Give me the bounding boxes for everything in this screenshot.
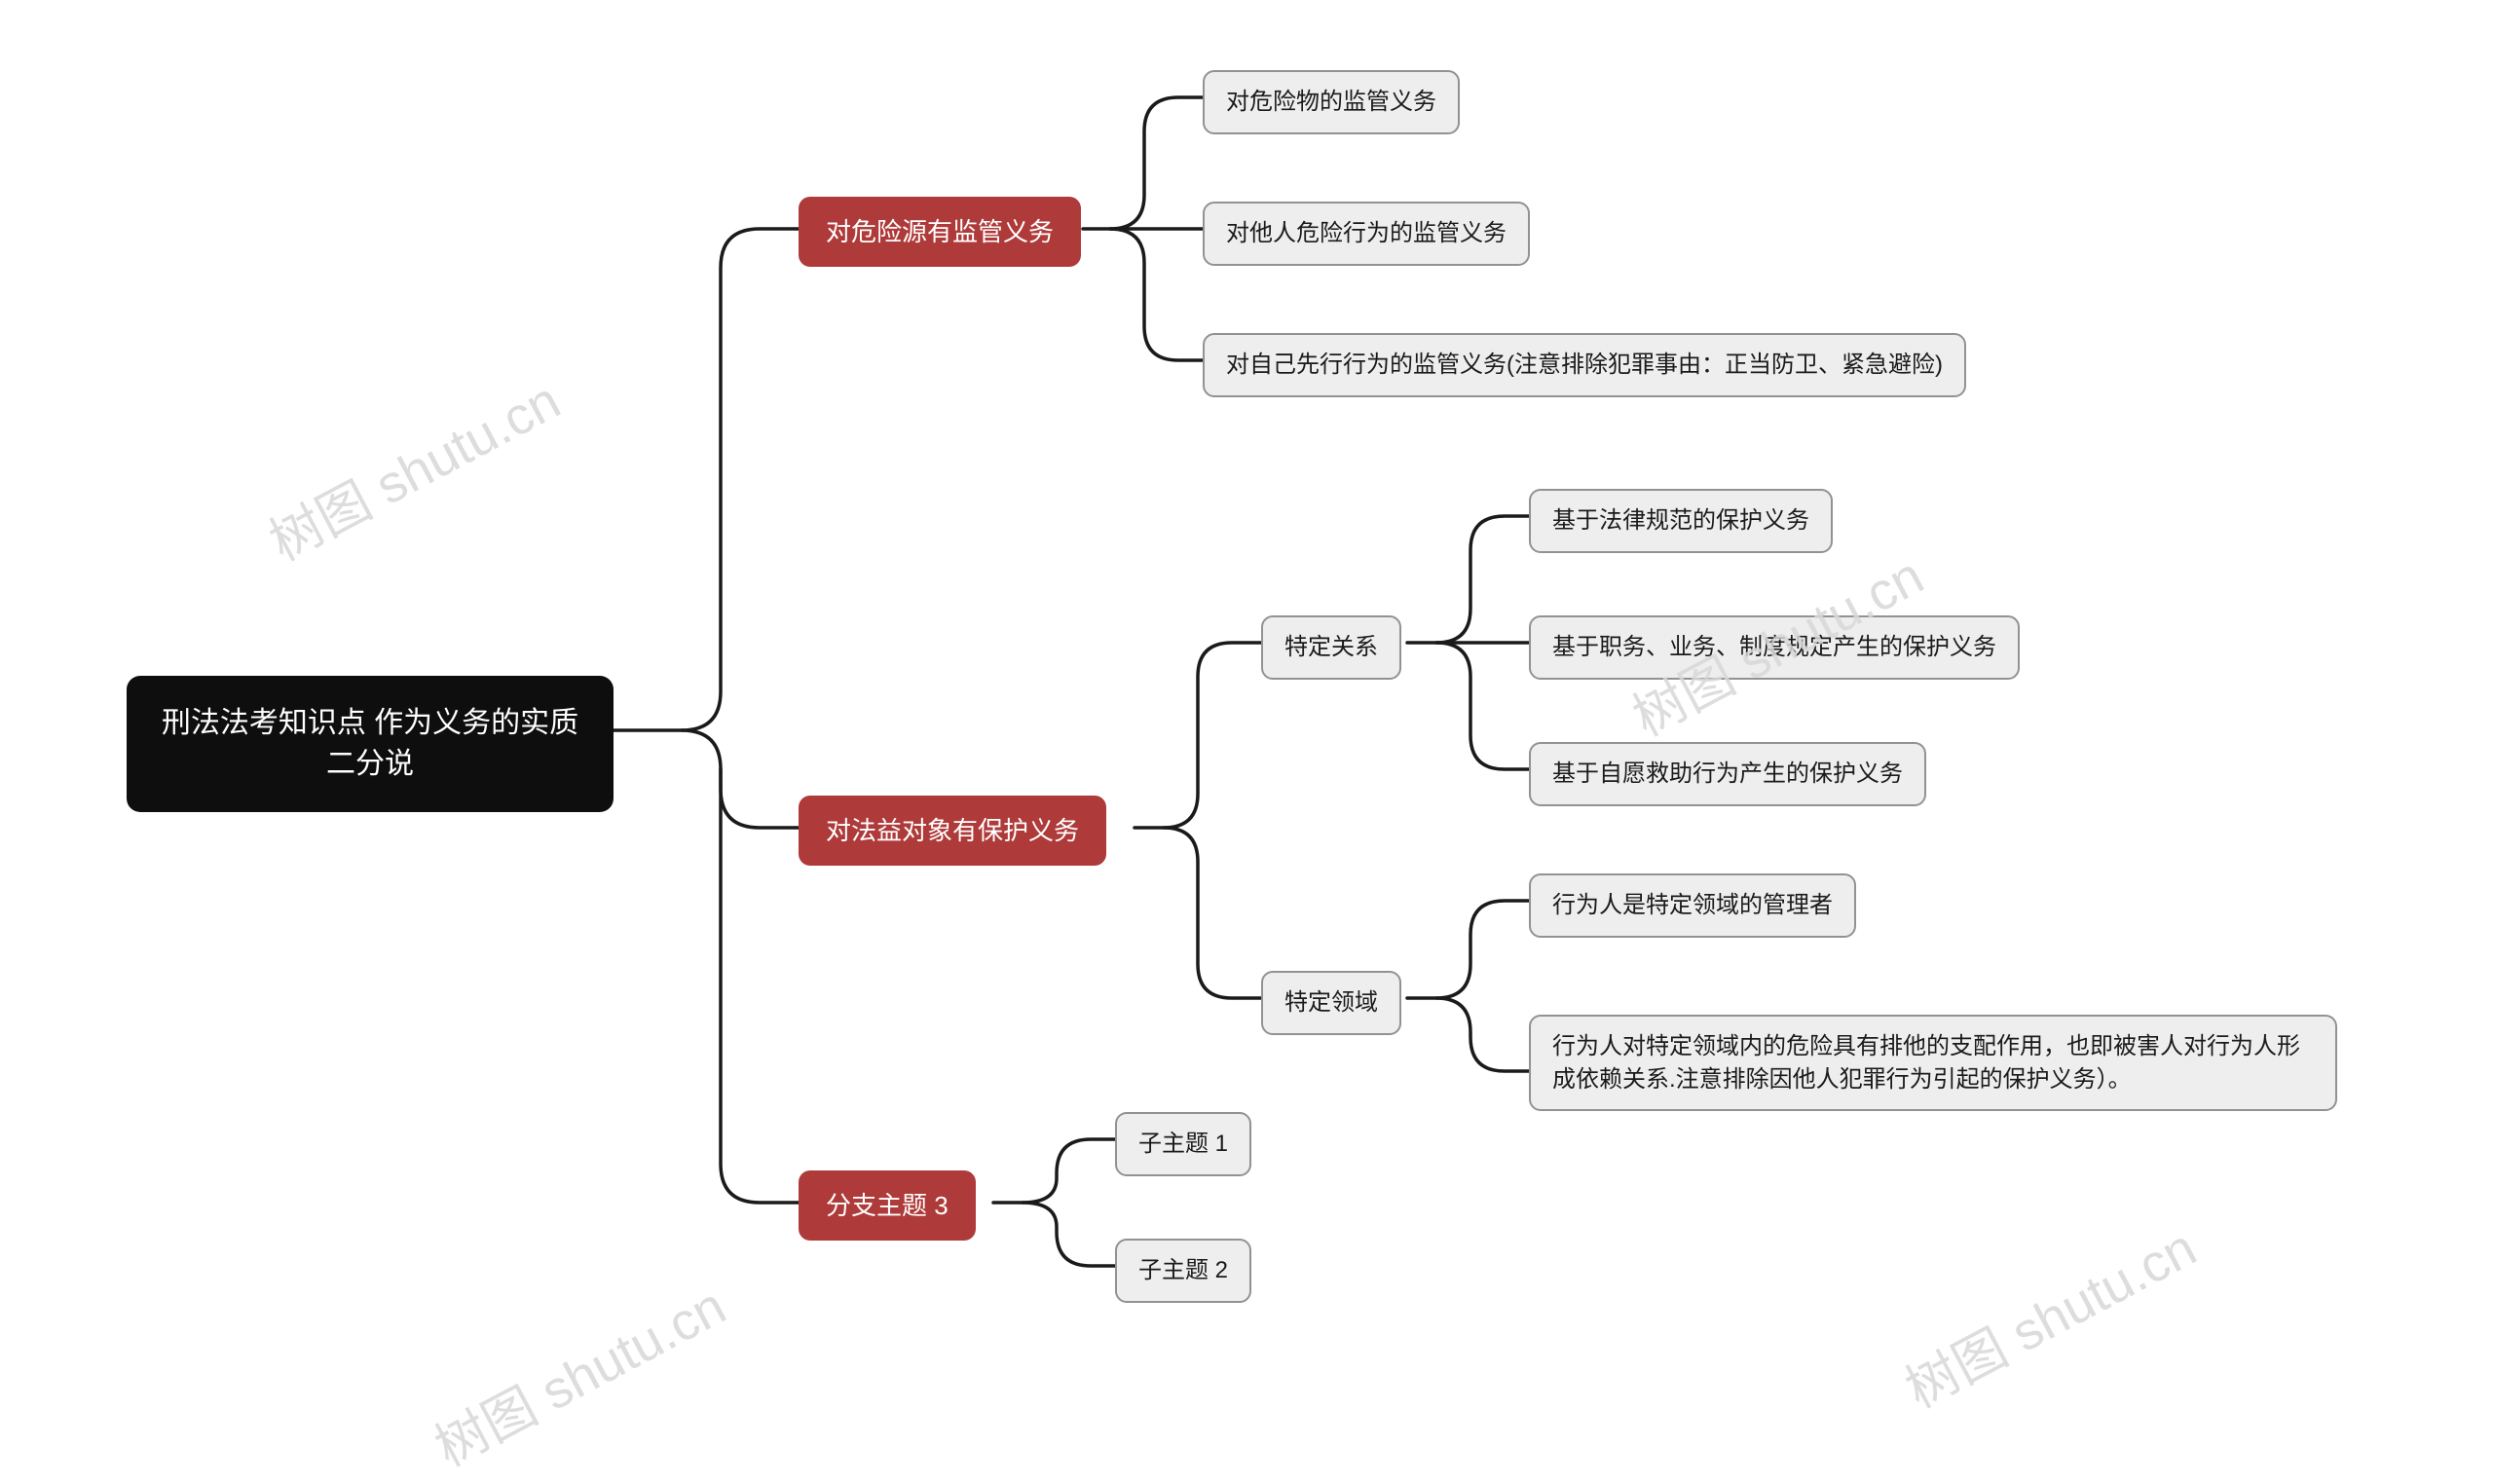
leaf-label: 基于职务、业务、制度规定产生的保护义务 [1552,631,1996,664]
root-label: 刑法法考知识点 作为义务的实质二分说 [156,703,584,785]
branch-node-topic3[interactable]: 分支主题 3 [799,1170,976,1241]
leaf-node[interactable]: 基于法律规范的保护义务 [1529,489,1833,553]
leaf-label: 行为人是特定领域的管理者 [1552,889,1833,922]
leaf-node[interactable]: 对危险物的监管义务 [1203,70,1460,134]
mindmap-canvas: 刑法法考知识点 作为义务的实质二分说 对危险源有监管义务 对危险物的监管义务 对… [0,0,2493,1484]
leaf-node[interactable]: 基于自愿救助行为产生的保护义务 [1529,742,1926,806]
branch-node-protect[interactable]: 对法益对象有保护义务 [799,796,1106,866]
leaf-node[interactable]: 对自己先行行为的监管义务(注意排除犯罪事由：正当防卫、紧急避险) [1203,333,1966,397]
leaf-label: 对危险物的监管义务 [1226,86,1436,119]
branch-label: 分支主题 3 [826,1188,949,1223]
branch-label: 对危险源有监管义务 [826,214,1054,249]
leaf-label: 行为人对特定领域内的危险具有排他的支配作用，也即被害人对行为人形成依赖关系.注意… [1552,1030,2314,1095]
sub-node-relation[interactable]: 特定关系 [1261,615,1401,680]
leaf-label: 对他人危险行为的监管义务 [1226,217,1507,250]
branch-label: 对法益对象有保护义务 [826,813,1079,848]
leaf-node[interactable]: 子主题 2 [1115,1239,1251,1303]
branch-node-danger[interactable]: 对危险源有监管义务 [799,197,1081,267]
leaf-label: 特定领域 [1284,986,1378,1020]
root-node[interactable]: 刑法法考知识点 作为义务的实质二分说 [127,676,614,812]
leaf-label: 基于自愿救助行为产生的保护义务 [1552,758,1903,791]
sub-node-domain[interactable]: 特定领域 [1261,971,1401,1035]
leaf-label: 对自己先行行为的监管义务(注意排除犯罪事由：正当防卫、紧急避险) [1226,349,1943,382]
leaf-label: 基于法律规范的保护义务 [1552,504,1809,538]
leaf-label: 子主题 2 [1138,1254,1228,1287]
leaf-node[interactable]: 基于职务、业务、制度规定产生的保护义务 [1529,615,2020,680]
leaf-node[interactable]: 行为人对特定领域内的危险具有排他的支配作用，也即被害人对行为人形成依赖关系.注意… [1529,1015,2337,1111]
leaf-label: 特定关系 [1284,631,1378,664]
leaf-node[interactable]: 对他人危险行为的监管义务 [1203,202,1530,266]
leaf-node[interactable]: 行为人是特定领域的管理者 [1529,873,1856,938]
leaf-node[interactable]: 子主题 1 [1115,1112,1251,1176]
leaf-label: 子主题 1 [1138,1128,1228,1161]
